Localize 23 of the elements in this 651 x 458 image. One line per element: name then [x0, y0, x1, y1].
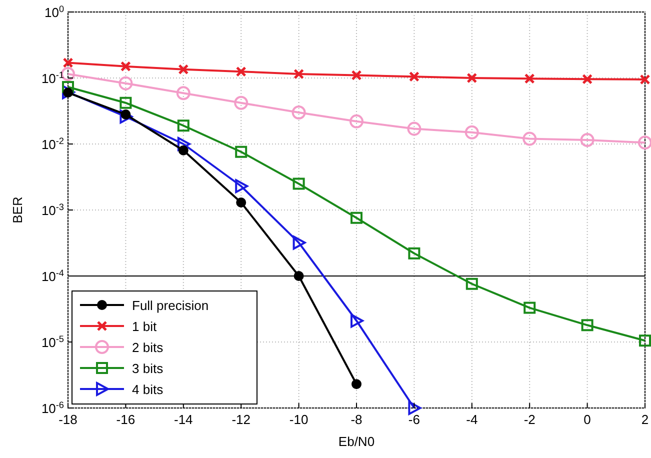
x-tick-label: -10	[289, 412, 308, 427]
x-tick-label: -16	[116, 412, 136, 427]
x-tick-label: -8	[350, 412, 362, 427]
x-tick-label: -2	[524, 412, 536, 427]
y-tick-label: 10$^{-3}$	[41, 202, 64, 218]
legend-label: Full precision	[132, 298, 209, 313]
legend-label: 1 bit	[132, 319, 157, 334]
y-tick-label: 10$^{-2}$	[41, 136, 64, 152]
legend-label: 3 bits	[132, 361, 164, 376]
y-tick-label: 10$^{-4}$	[41, 268, 64, 284]
x-tick-label: 0	[584, 412, 591, 427]
x-tick-label: -4	[466, 412, 478, 427]
x-tick-label: -12	[232, 412, 250, 427]
x-axis-title: Eb/N0	[338, 434, 375, 449]
y-tick-label: 10$^{-5}$	[41, 334, 64, 350]
legend-label: 2 bits	[132, 340, 164, 355]
y-tick-label: 10$^{0}$	[44, 4, 64, 20]
y-tick-label: 10$^{-1}$	[41, 70, 64, 86]
x-tick-label: 2	[641, 412, 649, 427]
legend-label: 4 bits	[132, 382, 164, 397]
x-tick-label: -14	[174, 412, 193, 427]
x-tick-label: -6	[408, 412, 420, 427]
y-axis-title: BER	[10, 196, 25, 224]
